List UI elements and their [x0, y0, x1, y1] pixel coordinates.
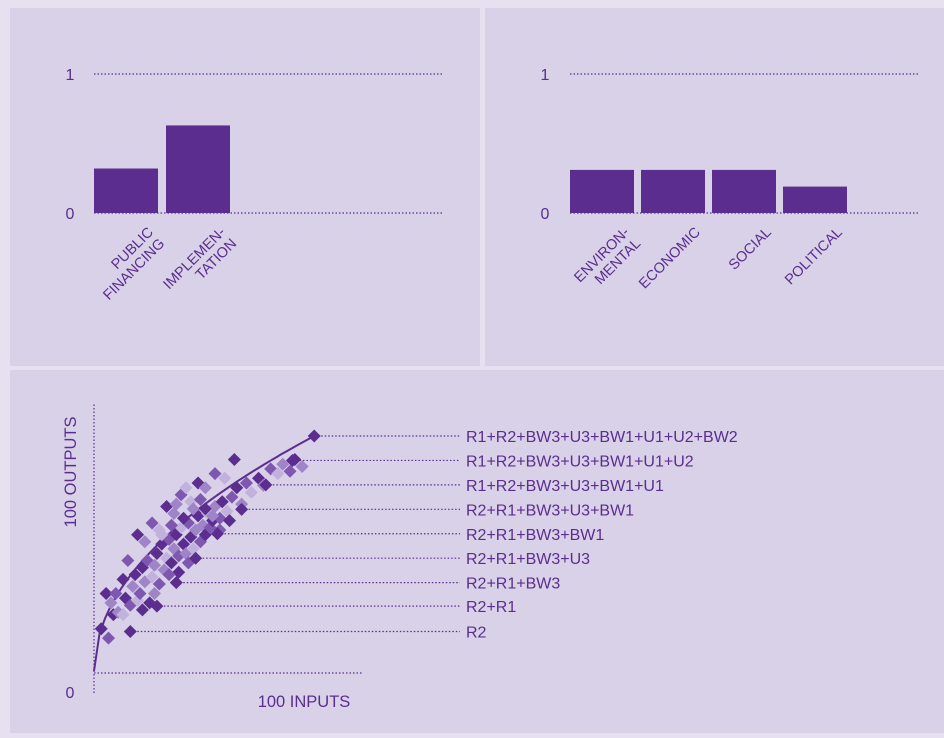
origin-label: 0: [66, 685, 75, 702]
scatter-point: [102, 631, 116, 645]
scatter-point: [116, 608, 130, 622]
scatter-point: [179, 481, 193, 495]
bar: [166, 125, 230, 213]
scatter-point: [152, 577, 166, 591]
scatter-point: [160, 500, 174, 513]
bar: [783, 186, 847, 213]
scatter-point: [109, 586, 123, 600]
scatter-point: [155, 528, 169, 542]
frontier-point: [259, 478, 273, 492]
bar: [94, 168, 158, 213]
frontier-label: R2+R1+BW3: [466, 576, 560, 593]
frontier-point: [150, 599, 164, 613]
frontier-point: [235, 502, 249, 516]
scatter-point: [138, 535, 152, 549]
frontier-point: [285, 453, 299, 467]
scatter-point: [150, 547, 164, 560]
scatter-point: [126, 579, 140, 593]
frontier-scatter-chart: 0 100 INPUTS 100 OUTPUTS R1+R2+BW3+U3+BW1+U…: [62, 404, 738, 711]
scatter-point: [164, 518, 178, 532]
frontier-label: R1+R2+BW3+U3+BW1+U1+U2+BW2: [466, 429, 738, 446]
scatter-point: [135, 603, 149, 617]
scatter-point: [208, 467, 222, 481]
frontier-label: R2+R1: [466, 599, 516, 616]
bar: [641, 169, 705, 213]
frontier-label: R2+R1+BW3+BW1: [466, 527, 604, 544]
scatter-point: [164, 556, 178, 570]
scatter-point: [276, 457, 290, 471]
y-tick-label: 1: [66, 67, 75, 84]
y-axis-label: 100 OUTPUTS: [62, 417, 80, 528]
frontier-label: R1+R2+BW3+U3+BW1+U1+U2: [466, 453, 694, 470]
scatter-point: [94, 622, 108, 636]
scatter-point: [225, 490, 239, 504]
scatter-point: [169, 497, 183, 511]
scatter-point: [167, 507, 181, 521]
scatter-point: [283, 464, 297, 478]
scatter-point: [133, 586, 147, 600]
scatter-point: [162, 568, 176, 582]
scatter-point: [198, 481, 212, 495]
x-axis-label: 100 INPUTS: [258, 693, 351, 711]
frontier-point: [307, 429, 321, 443]
bar: [712, 169, 776, 213]
frontier-label: R2+R1+BW3+U3: [466, 551, 590, 568]
bar: [570, 169, 634, 213]
scatter-point: [186, 502, 200, 516]
panel-bottom: [10, 370, 944, 733]
frontier-label: R1+R2+BW3+U3+BW1+U1: [466, 478, 664, 495]
scatter-point: [186, 542, 200, 556]
scatter-point: [99, 586, 113, 600]
scatter-point: [271, 467, 285, 481]
scatter-point: [223, 514, 237, 528]
scatter-point: [104, 596, 118, 610]
frontier-point: [189, 551, 203, 565]
scatter-point: [206, 509, 220, 523]
scatter-point: [239, 476, 253, 490]
scatter-point: [116, 572, 130, 586]
y-tick-label: 0: [541, 206, 550, 223]
scatter-point: [244, 485, 258, 499]
frontier-label: R2+R1+BW3+U3+BW1: [466, 502, 634, 519]
scatter-point: [148, 586, 161, 600]
frontier-point: [169, 576, 183, 590]
scatter-point: [215, 495, 229, 509]
frontier-point: [123, 625, 137, 639]
y-tick-label: 0: [66, 206, 75, 223]
scatter-point: [193, 492, 207, 506]
scatter-point: [118, 591, 132, 605]
panel-left: [10, 8, 480, 366]
scatter-point: [148, 558, 161, 572]
scatter-point: [145, 516, 159, 530]
frontier-label: R2: [466, 625, 487, 642]
scatter-point: [295, 460, 309, 474]
scatter-point: [131, 528, 145, 542]
scatter-point: [177, 511, 191, 525]
scatter-point: [121, 554, 135, 568]
frontier-point: [210, 527, 224, 541]
scatter-point: [220, 504, 234, 518]
scatter-point: [128, 568, 142, 582]
scatter-point: [172, 565, 186, 579]
scatter-point: [198, 502, 212, 516]
scatter-point: [145, 570, 159, 584]
scatter-point: [177, 537, 191, 551]
scatter-point: [218, 471, 232, 485]
y-tick-label: 1: [541, 67, 550, 84]
scatter-point: [230, 481, 244, 495]
scatter-point: [227, 453, 241, 466]
